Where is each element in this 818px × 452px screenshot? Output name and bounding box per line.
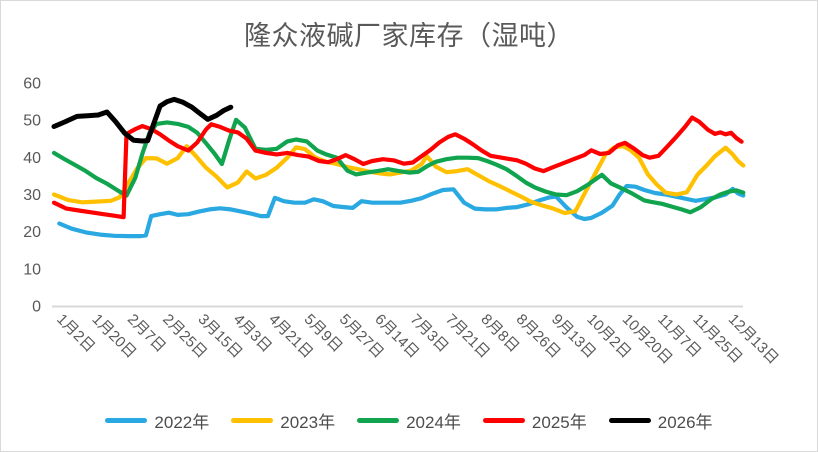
y-tick-label: 50: [23, 113, 41, 130]
legend-swatch-2022年: [105, 418, 148, 423]
series-line-2026年: [51, 96, 234, 144]
series-line-2023年: [51, 144, 746, 216]
y-tick-label: 60: [23, 75, 41, 92]
y-tick-label: 20: [23, 224, 41, 241]
y-tick-label: 30: [23, 187, 41, 204]
legend-item-2025年: 2025年: [482, 408, 587, 433]
series-line-2025年: [51, 115, 744, 220]
legend-label: 2025年: [531, 413, 587, 432]
legend-swatch-2025年: [482, 418, 525, 423]
y-tick-label: 40: [23, 150, 41, 167]
y-tick-label: 0: [32, 299, 41, 316]
legend-label: 2022年: [154, 413, 210, 432]
legend-item-2024年: 2024年: [357, 408, 461, 433]
legend-item-2026年: 2026年: [608, 408, 713, 433]
series-line-2022年: [57, 183, 746, 239]
series-line-2024年: [51, 117, 746, 215]
legend-label: 2023年: [280, 413, 336, 432]
legend-item-2023年: 2023年: [231, 408, 335, 433]
legend-label: 2026年: [657, 413, 713, 432]
legend-swatch-2024年: [357, 418, 400, 423]
legend-swatch-2026年: [608, 418, 651, 423]
chart-legend: 2022年 2023年 2024年 2025年 2026年: [1, 408, 817, 433]
legend-swatch-2023年: [231, 418, 274, 423]
y-tick-label: 10: [23, 261, 41, 278]
legend-item-2022年: 2022年: [105, 408, 209, 433]
legend-label: 2024年: [406, 413, 461, 432]
x-tick-label: 1月2日: [53, 311, 98, 356]
chart-title: 隆众液碱厂家库存（湿吨）: [244, 21, 574, 51]
